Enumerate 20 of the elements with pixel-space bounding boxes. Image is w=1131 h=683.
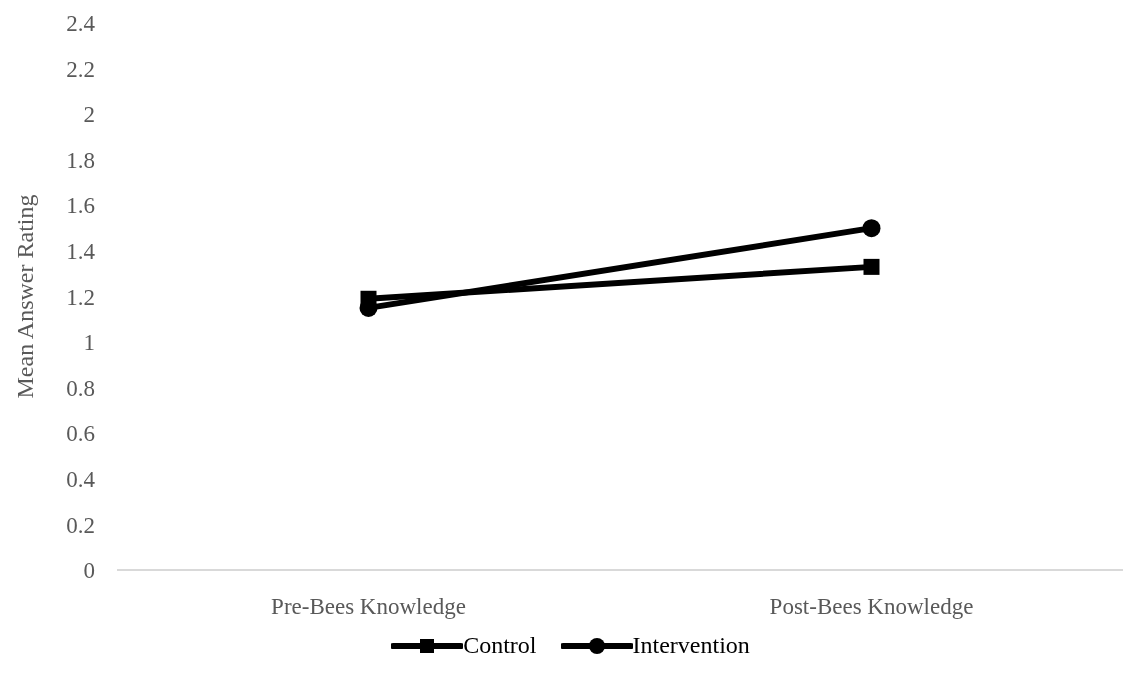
y-tick-label: 2.4 bbox=[66, 11, 96, 37]
point bbox=[863, 258, 880, 275]
y-tick-label: 2 bbox=[83, 102, 95, 128]
x-tick-label: Post-Bees Knowledge bbox=[769, 594, 974, 620]
y-tick-label: 0.6 bbox=[66, 421, 95, 447]
y-tick-label: 2.2 bbox=[66, 56, 95, 82]
y-tick-label: 0.2 bbox=[66, 512, 95, 538]
x-tick-label: Pre-Bees Knowledge bbox=[271, 594, 466, 620]
y-tick-label: 1.2 bbox=[66, 284, 95, 310]
y-tick-label: 0.4 bbox=[66, 467, 96, 492]
y-axis-title: Mean Answer Rating bbox=[11, 194, 38, 399]
y-tick-label: 1.6 bbox=[66, 193, 95, 219]
legend-label: Control bbox=[463, 632, 537, 659]
point bbox=[862, 219, 881, 238]
y-tick-label: 1.4 bbox=[66, 239, 96, 265]
y-tick-label: 1 bbox=[83, 330, 95, 356]
y-tick-label: 0 bbox=[83, 558, 95, 584]
legend-label: Intervention bbox=[632, 632, 750, 659]
y-tick-label: 0.8 bbox=[66, 375, 95, 401]
y-tick-label: 1.8 bbox=[66, 147, 95, 173]
